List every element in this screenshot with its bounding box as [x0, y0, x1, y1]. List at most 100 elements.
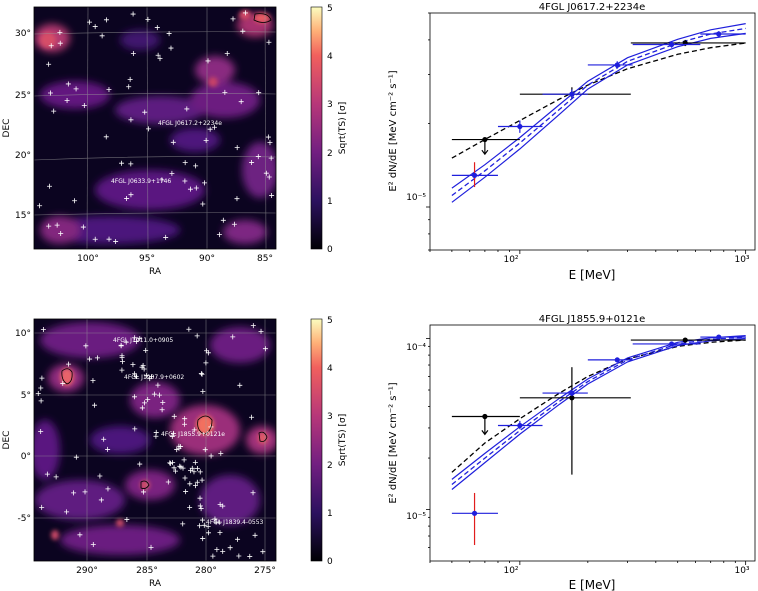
- blue-model-lower: [451, 32, 746, 203]
- source-cross: [132, 394, 138, 400]
- blue-pt-1-marker: [471, 172, 478, 178]
- source-cross: [249, 414, 255, 420]
- source-cross: [99, 33, 105, 39]
- blue-pt-2-marker: [517, 123, 523, 130]
- colorbar-top-tick-0: 0: [327, 245, 333, 255]
- source-cross: [141, 366, 147, 372]
- source-cross: [141, 400, 147, 406]
- source-cross: [103, 17, 109, 23]
- source-cross: [192, 459, 198, 465]
- source-cross: [182, 416, 188, 422]
- blue-pt-6-marker: [716, 334, 722, 340]
- tsmap-bottom-ytick-3: 5°: [21, 391, 31, 401]
- source-cross: [124, 517, 130, 523]
- source-cross: [47, 90, 53, 96]
- tsmap-bottom-ytick-4: 10°: [15, 329, 31, 339]
- source-cross: [51, 108, 57, 114]
- source-cross: [57, 40, 63, 46]
- black-pt-2-marker: [569, 395, 575, 401]
- source-cross: [77, 532, 83, 538]
- source-cross: [258, 328, 264, 334]
- blue-model-center: [451, 27, 746, 197]
- source-cross: [105, 486, 111, 492]
- source-cross: [139, 405, 145, 411]
- source-cross: [197, 495, 203, 501]
- sed-bottom-xtick-1: 10²: [503, 566, 518, 576]
- source-cross: [106, 236, 112, 242]
- source-cross: [186, 326, 192, 332]
- blue-pt-5-marker: [669, 341, 675, 347]
- source-cross: [193, 185, 199, 191]
- source-cross: [194, 333, 200, 339]
- source-cross: [105, 446, 111, 452]
- source-cross: [83, 343, 89, 349]
- black-pt-1-ul-arrow: [481, 149, 489, 156]
- black-pt-1: [451, 413, 520, 436]
- source-cross: [182, 421, 188, 427]
- source-cross: [220, 503, 226, 509]
- source-cross: [266, 39, 272, 45]
- tsmap-top-panel: 4FGL J0617.2+2234e 4FGL J0633.9+1746 100…: [2, 6, 277, 277]
- colorbar-top: 0 1 2 3 4 5 Sqrt(TS) [σ]: [310, 4, 348, 255]
- tsmap-bottom-xtick-2: 285°: [136, 566, 158, 576]
- source-cross: [235, 536, 241, 542]
- source-cross: [211, 124, 217, 130]
- source-cross: [166, 31, 172, 37]
- tsmap-bottom-annotation-2: 4FGL J1907.9+0602: [124, 374, 184, 381]
- source-cross: [236, 553, 242, 559]
- source-cross: [46, 223, 52, 229]
- source-cross: [39, 504, 45, 510]
- source-cross: [198, 371, 204, 377]
- source-cross: [145, 397, 151, 403]
- source-cross: [137, 461, 143, 467]
- sed-bottom-panel: 4FGL J1855.9+0121e 10² 10³ 10⁻⁵ 10⁻⁴ E […: [388, 314, 756, 591]
- source-cross: [127, 76, 133, 82]
- source-cross: [113, 238, 119, 244]
- source-cross: [64, 98, 70, 104]
- tsmap-top-grid: [34, 7, 276, 249]
- colorbar-top-gradient: [310, 6, 323, 250]
- sed-top-panel: 4FGL J0617.2+2234e 10² 10³ 10⁻⁵ E [MeV] …: [388, 2, 756, 282]
- source-cross: [262, 346, 268, 352]
- colorbar-bottom-tick-5: 5: [327, 316, 333, 326]
- source-cross: [133, 373, 139, 379]
- source-cross: [143, 347, 149, 353]
- source-cross: [153, 429, 159, 435]
- source-cross: [66, 361, 72, 367]
- source-cross: [187, 504, 193, 510]
- source-cross: [181, 457, 187, 463]
- colorbar-bottom-gradient: [310, 318, 323, 562]
- source-cross: [180, 465, 186, 471]
- blue-pt-5: [632, 41, 701, 48]
- colorbar-bottom-tick-0: 0: [327, 557, 333, 567]
- source-cross: [64, 509, 70, 515]
- tsmap-top-annotation-1: 4FGL J0617.2+2234e: [158, 120, 222, 127]
- source-cross: [183, 489, 189, 495]
- blue-pt-1-marker: [471, 510, 478, 516]
- sed-bottom-ticks: [426, 338, 747, 565]
- source-cross: [218, 450, 224, 456]
- source-cross: [173, 468, 179, 474]
- source-cross: [191, 427, 197, 433]
- tsmap-top-xticks: 100° 95° 90° 85°: [77, 254, 273, 264]
- source-cross: [57, 29, 63, 35]
- source-cross: [155, 382, 161, 388]
- source-cross: [171, 413, 177, 419]
- source-cross: [269, 192, 275, 198]
- source-cross: [197, 523, 203, 529]
- source-cross: [187, 481, 193, 487]
- source-cross: [132, 426, 138, 432]
- source-cross: [118, 343, 124, 349]
- black-model-dashed: [451, 42, 746, 159]
- blue-model-center: [451, 336, 746, 486]
- tsmap-top-xtick-4: 85°: [257, 254, 273, 264]
- source-cross: [128, 161, 134, 167]
- source-cross: [155, 52, 161, 58]
- source-cross: [217, 530, 223, 536]
- blue-pt-6: [700, 31, 746, 37]
- source-cross: [73, 454, 79, 460]
- source-cross: [165, 479, 171, 485]
- source-cross: [119, 359, 125, 365]
- source-cross: [128, 117, 134, 123]
- source-cross: [163, 234, 169, 240]
